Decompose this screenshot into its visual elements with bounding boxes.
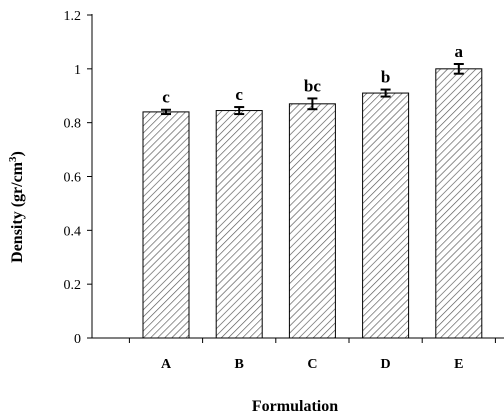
x-category-label-C: C xyxy=(307,357,317,372)
bar-B xyxy=(215,110,263,339)
significance-letter-D: b xyxy=(381,68,390,87)
x-category-label-D: D xyxy=(381,357,391,372)
x-axis-title: Formulation xyxy=(252,398,338,415)
y-tick-label: 1 xyxy=(74,63,81,78)
x-category-label-A: A xyxy=(161,357,172,372)
y-tick-label: 1.2 xyxy=(64,9,82,24)
bars-group: c c bc b a xyxy=(142,42,483,339)
significance-letter-E: a xyxy=(455,42,464,61)
y-tick-label: 0 xyxy=(74,332,81,347)
significance-letter-B: c xyxy=(235,85,243,104)
bar-A xyxy=(142,111,190,339)
x-axis-ticks: A B C D E xyxy=(128,338,496,372)
bar-C xyxy=(288,103,336,339)
y-tick-label: 0.6 xyxy=(64,171,82,186)
y-axis-title-main: Density (gr/cm xyxy=(9,161,26,263)
y-tick-label: 0.4 xyxy=(64,224,82,239)
significance-letter-C: bc xyxy=(304,76,321,95)
x-category-label-B: B xyxy=(235,357,244,372)
y-axis-title: Density (gr/cm3) xyxy=(7,151,26,263)
x-category-label-E: E xyxy=(454,357,463,372)
y-axis-title-close: ) xyxy=(9,151,26,156)
y-tick-label: 0.8 xyxy=(64,117,82,132)
y-tick-label: 0.2 xyxy=(64,278,82,293)
bar-D xyxy=(362,92,410,339)
y-axis-ticks: 0 0.2 0.4 0.6 0.8 1 1.2 xyxy=(64,9,92,347)
bar-E xyxy=(435,68,483,339)
significance-letter-A: c xyxy=(162,88,170,107)
y-axis-title-superscript: 3 xyxy=(7,156,19,162)
